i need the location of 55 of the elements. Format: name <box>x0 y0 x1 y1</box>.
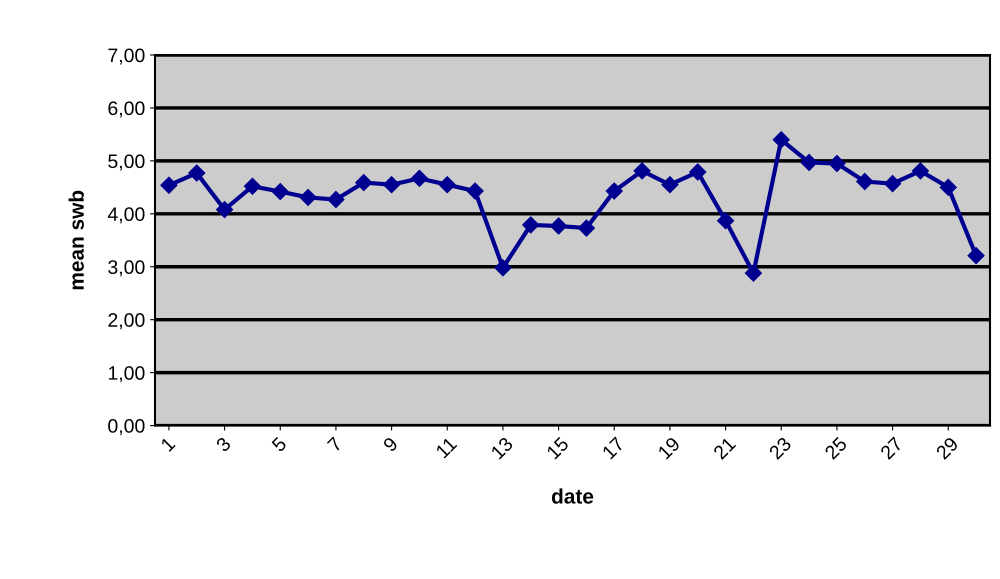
x-tick-label: 9 <box>382 436 398 452</box>
point <box>383 176 400 194</box>
point <box>800 154 818 172</box>
point <box>244 178 261 195</box>
point <box>300 188 317 206</box>
point <box>410 170 428 187</box>
y-tick-label: 0,00 <box>108 419 145 436</box>
x-tick-label: 13 <box>490 436 514 460</box>
point <box>689 163 706 181</box>
point <box>884 175 902 192</box>
y-tick-label: 4,00 <box>108 207 145 224</box>
point <box>327 190 344 208</box>
y-tick-label: 3,00 <box>108 260 145 276</box>
point <box>494 259 512 276</box>
y-tick-label: 6,00 <box>108 101 145 118</box>
point <box>912 162 929 180</box>
point <box>940 178 957 196</box>
point <box>717 212 734 230</box>
point <box>550 217 568 235</box>
point <box>188 164 206 182</box>
x-tick-label: 15 <box>546 436 570 460</box>
y-tick-label: 5,00 <box>108 154 145 170</box>
y-tick-label: 2,00 <box>108 313 145 330</box>
x-tick-label: 11 <box>435 436 458 458</box>
point <box>578 220 595 237</box>
point <box>772 131 790 148</box>
x-tick-label: 21 <box>712 436 736 460</box>
point <box>634 162 651 180</box>
point <box>466 182 484 200</box>
y-tick-label: 7,00 <box>108 48 145 65</box>
point <box>968 247 985 264</box>
point <box>744 264 762 282</box>
x-tick-label: 29 <box>935 436 959 460</box>
x-tick-label: 3 <box>215 436 232 453</box>
x-tick-label: 27 <box>880 436 904 460</box>
point <box>606 182 623 200</box>
point <box>272 183 289 200</box>
x-tick-label: 23 <box>768 436 792 460</box>
x-tick-label: 7 <box>326 436 343 452</box>
point <box>856 172 874 190</box>
y-tick-label: 1,00 <box>108 366 145 382</box>
x-tick-label: 19 <box>657 436 681 460</box>
point <box>522 216 540 234</box>
x-tick-label: 25 <box>824 436 848 460</box>
point <box>355 174 372 192</box>
point <box>438 176 456 194</box>
point <box>828 154 846 172</box>
x-tick-label: 5 <box>271 436 288 452</box>
x-tick-label: 17 <box>602 436 625 460</box>
point <box>216 201 234 218</box>
x-tick-label: 1 <box>160 436 176 452</box>
point <box>661 176 678 194</box>
point <box>160 176 178 194</box>
y-axis-title: mean swb <box>68 190 84 290</box>
x-axis-title: date <box>552 488 594 504</box>
